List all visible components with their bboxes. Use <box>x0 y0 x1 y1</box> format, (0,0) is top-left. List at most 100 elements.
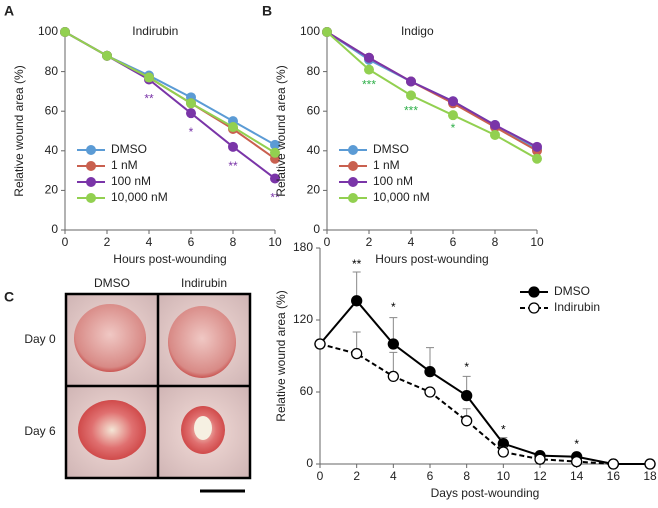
y-tick-label: 80 <box>307 64 321 78</box>
y-tick-label: 40 <box>307 143 321 157</box>
y-tick-label: 180 <box>293 240 313 254</box>
significance-mark: * <box>501 423 506 437</box>
legend-marker <box>348 193 358 203</box>
x-tick-label: 10 <box>268 235 282 249</box>
legend-marker <box>348 161 358 171</box>
y-tick-label: 80 <box>45 64 59 78</box>
marker <box>228 141 238 152</box>
significance-mark: * <box>574 437 579 451</box>
y-tick-label: 40 <box>45 143 59 157</box>
marker <box>314 338 326 350</box>
x-tick-label: 16 <box>607 469 621 483</box>
marker <box>644 458 656 470</box>
legend-label: DMSO <box>373 142 409 156</box>
y-tick-label: 0 <box>306 456 313 470</box>
legend-marker <box>528 302 540 314</box>
significance-mark: ** <box>352 257 362 271</box>
marker <box>387 338 399 350</box>
x-tick-label: 6 <box>188 235 195 249</box>
marker <box>144 72 154 83</box>
legend-marker <box>86 145 96 155</box>
significance-mark: *** <box>362 78 376 92</box>
significance-mark: * <box>391 300 396 314</box>
y-tick-label: 20 <box>307 183 321 197</box>
legend-label: Indirubin <box>554 300 600 314</box>
marker <box>534 453 546 465</box>
marker <box>270 139 280 150</box>
marker <box>186 98 196 109</box>
y-tick-label: 60 <box>307 103 321 117</box>
x-tick-label: 2 <box>366 235 373 249</box>
legend-marker <box>86 193 96 203</box>
marker <box>387 370 399 383</box>
marker <box>532 153 542 164</box>
photo-row-label: Day 6 <box>24 424 56 438</box>
marker <box>351 295 363 307</box>
legend-label: 10,000 nM <box>373 190 430 204</box>
x-tick-label: 4 <box>146 235 153 249</box>
marker <box>461 389 473 402</box>
marker <box>228 122 238 133</box>
marker <box>270 173 280 184</box>
legend-label: 10,000 nM <box>111 190 168 204</box>
x-tick-label: 6 <box>450 235 457 249</box>
legend-label: 1 nM <box>111 158 138 172</box>
panel-letter: A <box>4 3 14 19</box>
significance-mark: *** <box>404 103 418 117</box>
y-tick-label: 100 <box>300 24 320 38</box>
x-tick-label: 4 <box>390 469 397 483</box>
marker <box>60 27 70 37</box>
legend-label: DMSO <box>554 284 590 298</box>
marker <box>322 27 332 37</box>
photo-column-label: Indirubin <box>181 276 227 290</box>
y-tick-label: 0 <box>51 222 58 236</box>
x-tick-label: 18 <box>643 469 657 483</box>
x-axis-label: Hours post-wounding <box>375 252 488 266</box>
series-line <box>326 31 538 160</box>
x-tick-label: 12 <box>533 469 547 483</box>
chart-title: Indirubin <box>132 24 178 38</box>
marker <box>406 90 416 101</box>
marker <box>532 141 542 152</box>
x-tick-label: 0 <box>317 469 324 483</box>
legend-marker <box>86 161 96 171</box>
marker <box>364 52 374 63</box>
marker <box>490 120 500 131</box>
marker <box>448 96 458 107</box>
legend-label: DMSO <box>111 142 147 156</box>
series-line <box>319 343 650 465</box>
y-axis-label: Relative wound area (%) <box>12 65 26 196</box>
photo-grid <box>64 292 252 493</box>
marker <box>364 64 374 75</box>
marker <box>571 455 583 468</box>
y-tick-label: 60 <box>45 103 59 117</box>
x-tick-label: 2 <box>104 235 111 249</box>
x-tick-label: 0 <box>62 235 69 249</box>
x-axis-label: Days post-wounding <box>431 486 540 500</box>
significance-mark: * <box>451 121 456 135</box>
photo-row-label: Day 0 <box>24 332 56 346</box>
x-tick-label: 10 <box>497 469 511 483</box>
y-tick-label: 60 <box>300 384 314 398</box>
y-axis-label: Relative wound area (%) <box>274 65 288 196</box>
panel-letter: C <box>4 289 14 305</box>
marker <box>424 386 436 398</box>
series-line <box>64 31 276 180</box>
y-tick-label: 100 <box>38 24 58 38</box>
marker <box>461 415 473 427</box>
significance-mark: * <box>464 360 469 374</box>
panel-letter: B <box>262 3 272 19</box>
marker <box>424 365 436 378</box>
marker <box>490 129 500 140</box>
series-line <box>319 299 650 465</box>
x-tick-label: 0 <box>324 235 331 249</box>
x-tick-label: 14 <box>570 469 584 483</box>
x-tick-label: 6 <box>427 469 434 483</box>
chart-title: Indigo <box>401 24 434 38</box>
marker <box>270 147 280 158</box>
x-tick-label: 8 <box>463 469 470 483</box>
x-tick-label: 10 <box>530 235 544 249</box>
marker <box>406 76 416 87</box>
marker <box>186 108 196 119</box>
